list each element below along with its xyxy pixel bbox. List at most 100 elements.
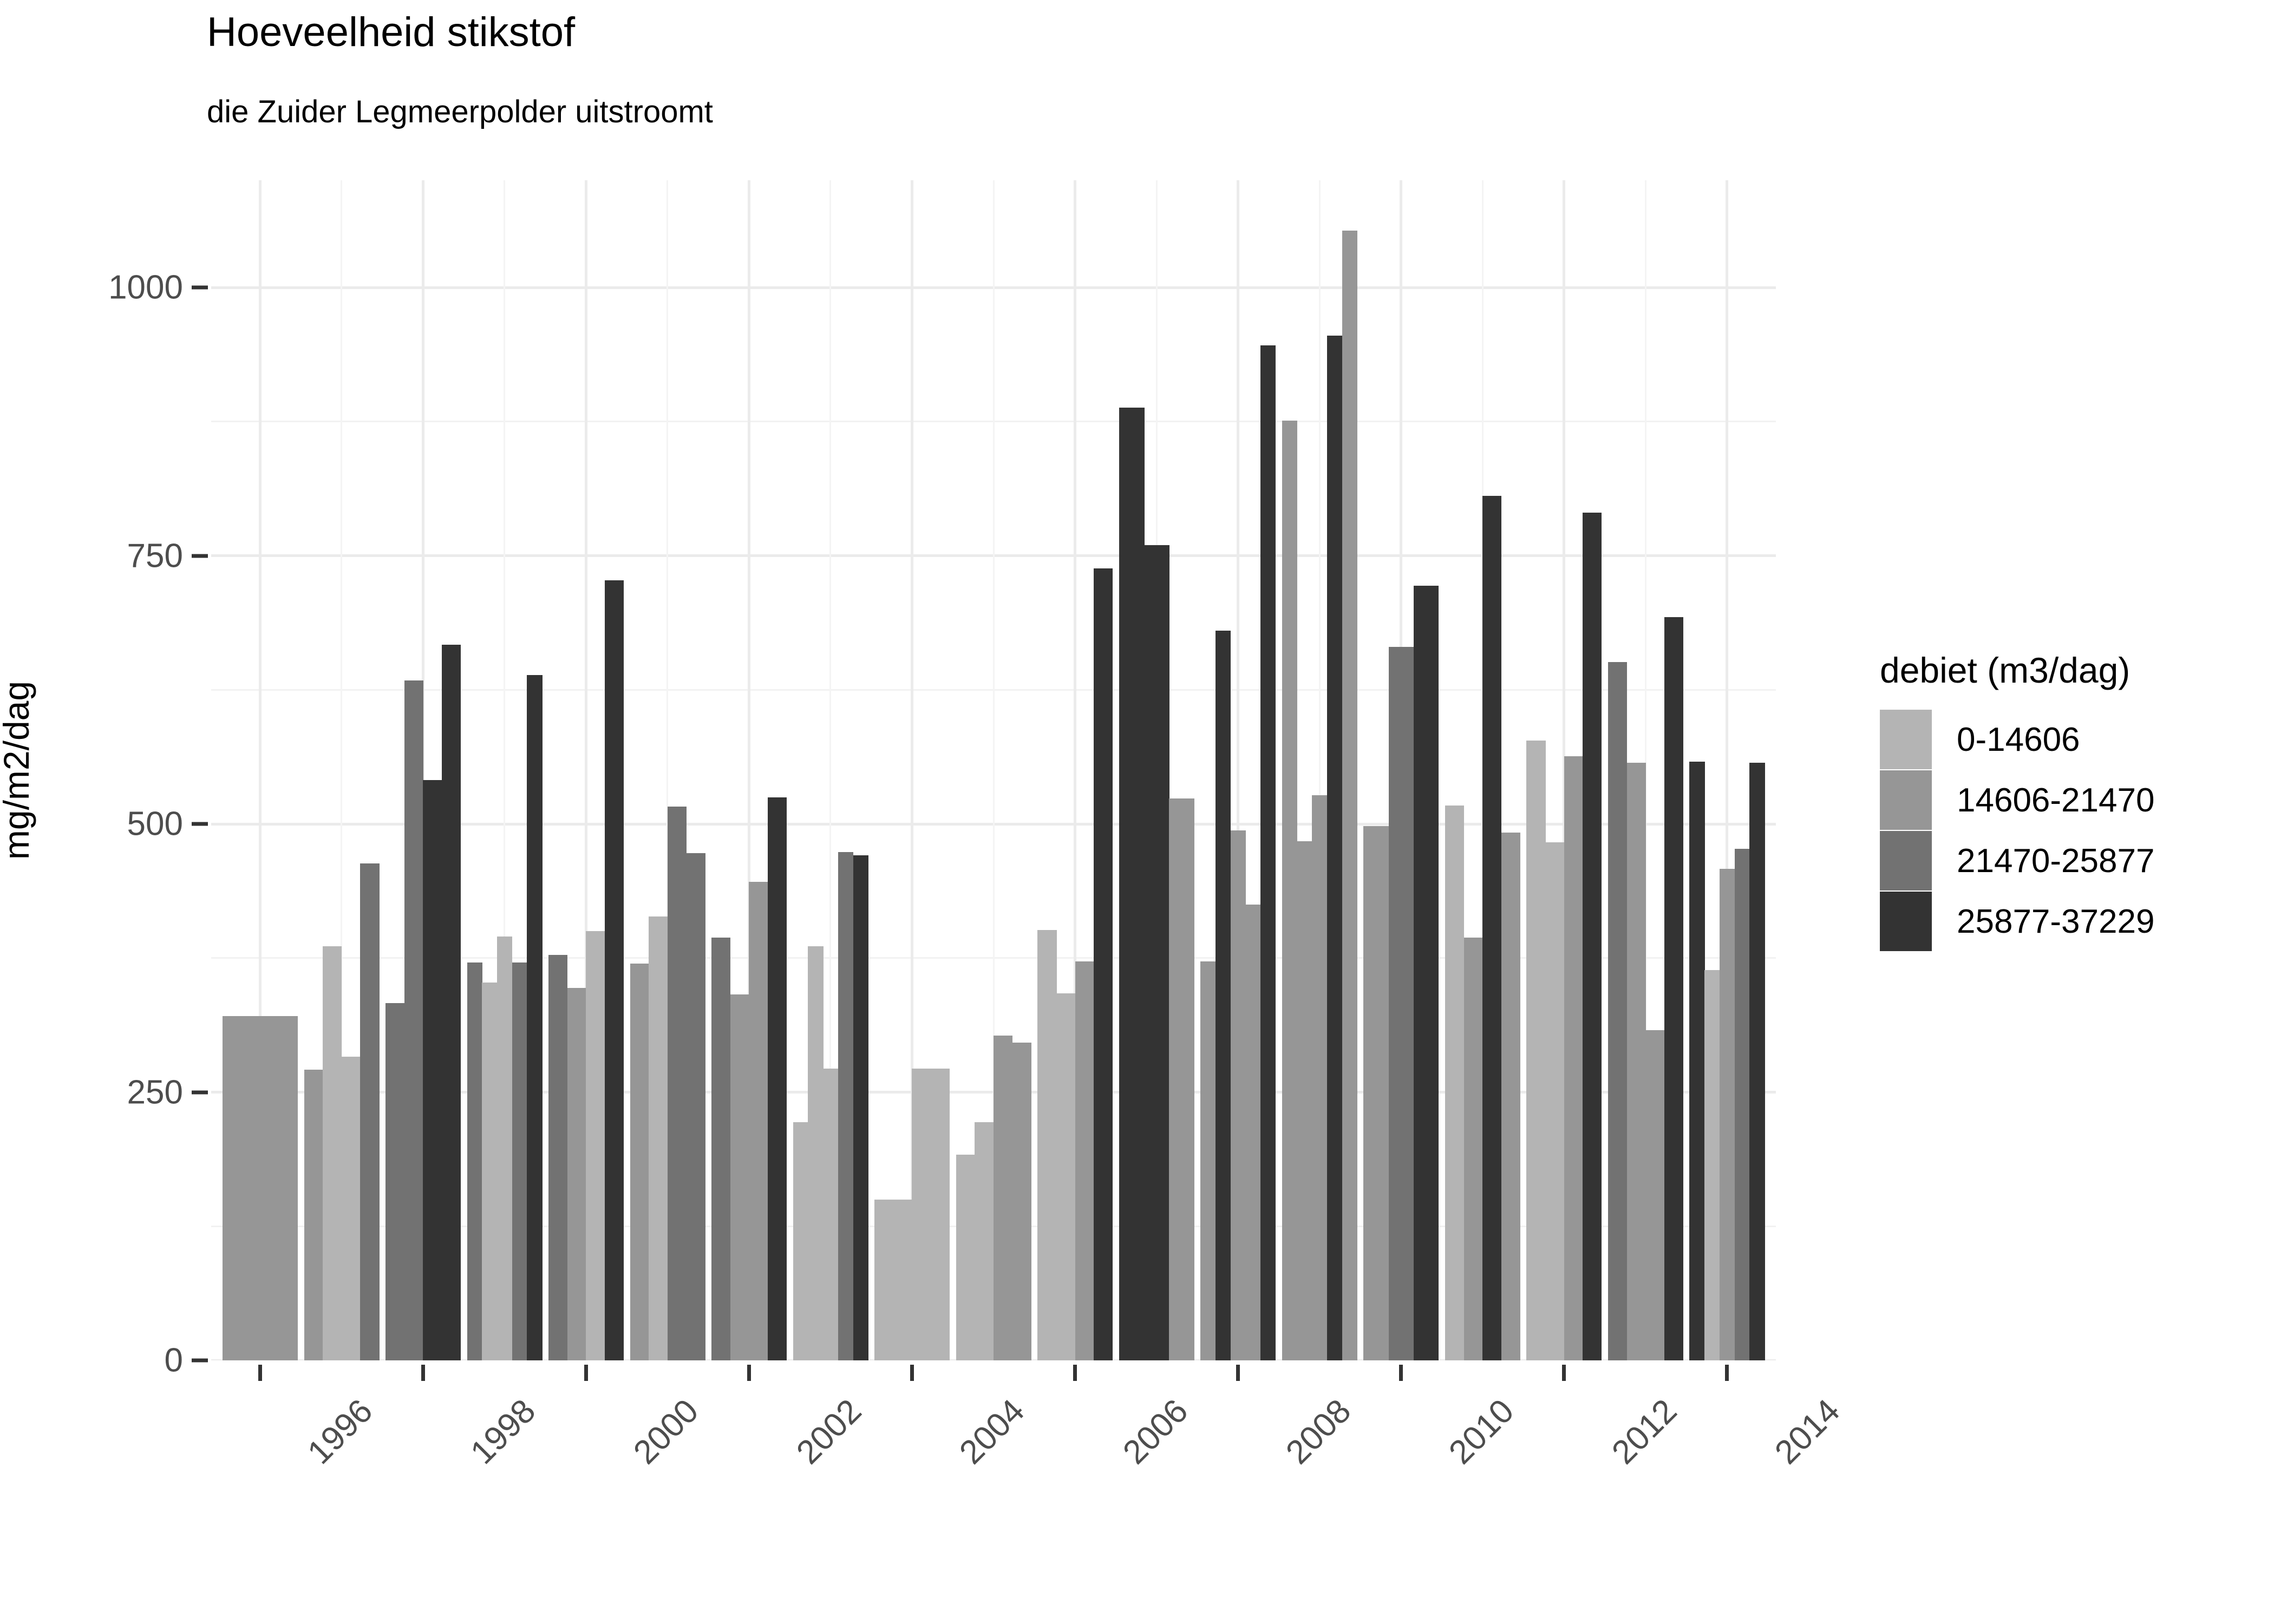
y-axis-tick-label: 500 [127,805,183,843]
bar [1704,970,1720,1360]
bar [304,1069,323,1360]
bar [1501,832,1520,1360]
bar [1526,740,1546,1360]
gridline-minor-vertical [341,180,343,1360]
legend-item-label: 25877-37229 [1957,902,2155,940]
bar [1608,662,1628,1360]
bar [1388,647,1414,1360]
bar [1056,993,1076,1360]
legend: debiet (m3/dag) 0-14606 14606-21470 21470-… [1880,650,2259,952]
y-axis-tick-mark [192,285,208,290]
legend-rows: 0-14606 14606-21470 21470-25877 25877-37229 [1880,709,2259,952]
legend-swatch [1880,770,1932,830]
chart-subtitle: die Zuider Legmeerpolder uitstroomt [207,94,713,129]
legend-title: debiet (m3/dag) [1880,650,2131,690]
bar [994,1035,1013,1360]
gridline-minor-vertical [666,180,669,1360]
bar [1297,841,1312,1360]
bar [423,780,442,1360]
legend-item[interactable]: 0-14606 [1880,709,2259,770]
x-axis-tick-mark [258,1365,262,1381]
bar [404,680,423,1360]
bar [1664,617,1683,1360]
gridline-major-vertical [910,180,913,1360]
legend-item-label: 21470-25877 [1957,842,2155,880]
bar [1119,408,1145,1360]
bar [749,882,768,1360]
bar [512,962,527,1360]
bars-layer [211,180,1776,1360]
x-axis-tick-mark [910,1365,914,1381]
bar [711,938,731,1360]
bar [1200,961,1216,1360]
bar [853,855,868,1360]
x-axis-tick-label: 2008 [1278,1392,1358,1472]
bar [441,645,461,1360]
bar [1282,420,1298,1360]
y-axis-tick-label: 0 [164,1341,183,1379]
bar [1413,586,1439,1360]
bar [1626,763,1646,1360]
plot-panel [211,180,1776,1360]
gridline-major-vertical [1074,180,1077,1360]
x-axis-tick-mark [1236,1365,1240,1381]
gridline-major-vertical [584,180,587,1360]
x-axis-tick-mark [1725,1365,1729,1381]
bar [586,931,605,1360]
x-axis-tick-label: 2014 [1767,1392,1847,1472]
bar [1689,762,1705,1360]
bar [497,937,513,1360]
bar [630,963,649,1360]
bar [1482,495,1502,1360]
bar [793,1122,808,1360]
bar [1342,231,1357,1360]
y-axis-tick-mark [192,1358,208,1363]
bar [1749,763,1765,1360]
legend-swatch [1880,892,1932,951]
bar [1037,930,1057,1360]
y-axis-tick-label: 750 [127,537,183,575]
bar [874,1199,913,1360]
bar [649,916,668,1360]
bar [1645,1030,1665,1360]
legend-swatch [1880,831,1932,890]
gridline-minor-vertical [829,180,832,1360]
y-axis-title: mg/m2/dag [0,680,36,860]
bar [808,946,824,1360]
bar [686,853,705,1360]
bar [482,983,498,1360]
bar [1245,904,1261,1360]
bar [975,1122,994,1360]
x-axis-tick-mark [1562,1365,1566,1381]
gridline-major-vertical [1237,180,1240,1360]
x-axis-tick-label: 2010 [1441,1392,1521,1472]
x-axis-tick-mark [421,1365,425,1381]
x-axis-tick-label: 1996 [300,1392,380,1472]
y-axis-tick-mark [192,822,208,826]
bar [467,962,482,1360]
bar [1719,869,1735,1360]
chart-title: Hoeveelheid stikstof [207,9,576,55]
gridline-minor-vertical [992,180,995,1360]
bar [730,994,750,1360]
bar [1143,545,1169,1360]
bar [1094,568,1113,1360]
x-axis-tick-label: 2004 [952,1392,1032,1472]
bar [223,1016,298,1360]
bar [1445,806,1465,1360]
gridline-minor-vertical [1318,180,1321,1360]
legend-item[interactable]: 14606-21470 [1880,770,2259,830]
x-axis-tick-mark [1399,1365,1403,1381]
bar [1463,938,1483,1360]
bar [1734,848,1750,1360]
bar [1230,830,1246,1360]
legend-item[interactable]: 25877-37229 [1880,891,2259,952]
bar [527,675,543,1360]
legend-item[interactable]: 21470-25877 [1880,830,2259,891]
bar [1216,631,1231,1360]
bar [360,863,380,1360]
x-axis-tick-mark [584,1365,588,1381]
bar [1545,842,1565,1360]
x-axis-tick-mark [1073,1365,1077,1381]
